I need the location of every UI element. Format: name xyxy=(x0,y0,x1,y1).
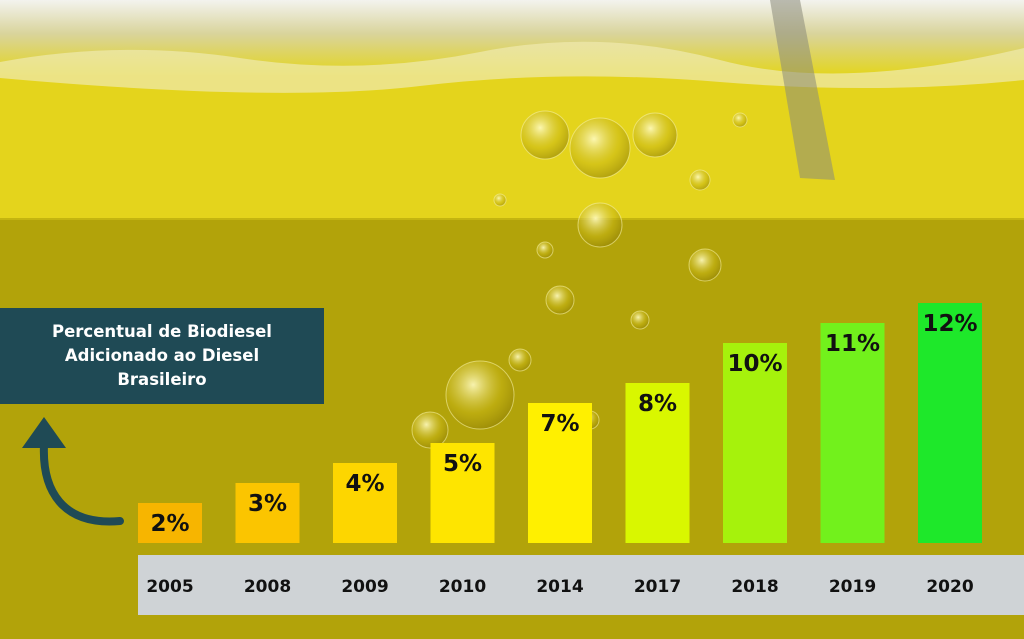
bar-2010 xyxy=(430,443,495,543)
bar-2018 xyxy=(723,343,787,543)
x-axis-band xyxy=(138,555,1024,615)
chart-title-box: Percentual de Biodiesel Adicionado ao Di… xyxy=(0,308,324,404)
bar-2005 xyxy=(138,503,202,543)
data-label-2020: 12% xyxy=(922,311,977,337)
chart-title: Percentual de Biodiesel Adicionado ao Di… xyxy=(52,322,272,389)
x-tick-label-2014: 2014 xyxy=(536,577,583,597)
x-tick-label-2019: 2019 xyxy=(829,577,876,597)
x-tick-label-2020: 2020 xyxy=(926,577,973,597)
data-label-2017: 8% xyxy=(638,391,677,417)
x-tick-label-2017: 2017 xyxy=(634,577,681,597)
x-tick-label-2008: 2008 xyxy=(244,577,291,597)
arrow-head-icon xyxy=(22,417,66,448)
arrow-icon xyxy=(39,441,124,526)
x-tick-label-2018: 2018 xyxy=(731,577,778,597)
x-tick-label-2005: 2005 xyxy=(146,577,193,597)
data-label-2009: 4% xyxy=(345,471,384,497)
bar-2019 xyxy=(820,323,885,543)
bar-2020 xyxy=(918,303,982,543)
data-label-2018: 10% xyxy=(727,351,782,377)
bar-2009 xyxy=(333,463,397,543)
x-tick-label-2009: 2009 xyxy=(341,577,388,597)
bar-group: 2% 2005 3% 2008 4% 2009 5% 2010 7% 2014 8% 2017 10% 2… xyxy=(138,303,982,597)
data-label-2010: 5% xyxy=(443,451,482,477)
data-label-2005: 2% xyxy=(150,511,189,537)
bar-2014 xyxy=(528,403,592,543)
bar-2008 xyxy=(235,483,300,543)
data-label-2008: 3% xyxy=(248,491,287,517)
data-label-2014: 7% xyxy=(540,411,579,437)
bar-2017 xyxy=(625,383,690,543)
x-tick-label-2010: 2010 xyxy=(439,577,486,597)
data-label-2019: 11% xyxy=(825,331,880,357)
